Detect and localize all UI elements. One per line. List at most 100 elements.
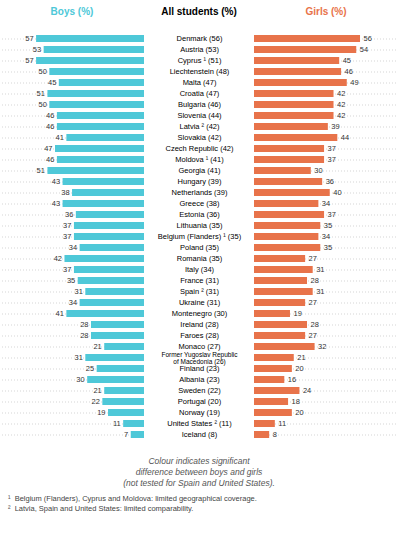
svg-text:28: 28 bbox=[80, 331, 88, 340]
svg-text:Czech Republic (42): Czech Republic (42) bbox=[166, 144, 234, 153]
svg-text:35: 35 bbox=[324, 221, 332, 230]
svg-text:41: 41 bbox=[56, 309, 64, 318]
svg-text:57: 57 bbox=[25, 56, 33, 65]
svg-text:36: 36 bbox=[65, 210, 73, 219]
svg-text:Former Yugoslav Republicof Mac: Former Yugoslav Republicof Macedonia (26… bbox=[161, 351, 238, 366]
svg-text:34: 34 bbox=[322, 199, 330, 208]
svg-text:21: 21 bbox=[93, 342, 101, 351]
svg-text:37: 37 bbox=[328, 144, 336, 153]
svg-text:50: 50 bbox=[38, 67, 46, 76]
svg-text:Sweden (22): Sweden (22) bbox=[178, 386, 221, 395]
svg-text:46: 46 bbox=[46, 155, 54, 164]
svg-text:Belgium (Flanders) ¹ (35): Belgium (Flanders) ¹ (35) bbox=[158, 232, 242, 241]
svg-text:31: 31 bbox=[316, 265, 324, 274]
svg-text:Netherlands (39): Netherlands (39) bbox=[172, 188, 228, 197]
svg-text:28: 28 bbox=[311, 276, 319, 285]
svg-text:46: 46 bbox=[345, 67, 353, 76]
svg-text:45: 45 bbox=[48, 78, 56, 87]
svg-text:8: 8 bbox=[273, 430, 277, 439]
svg-text:16: 16 bbox=[288, 375, 296, 384]
svg-text:42: 42 bbox=[337, 89, 345, 98]
svg-text:Romania (35): Romania (35) bbox=[177, 254, 223, 263]
svg-text:Poland (35): Poland (35) bbox=[180, 243, 219, 252]
svg-text:21: 21 bbox=[297, 353, 305, 362]
svg-text:43: 43 bbox=[52, 199, 60, 208]
svg-text:Greece (38): Greece (38) bbox=[179, 199, 220, 208]
svg-text:Ireland (28): Ireland (28) bbox=[180, 320, 219, 329]
svg-text:56: 56 bbox=[364, 34, 372, 43]
svg-text:Faroes (28): Faroes (28) bbox=[180, 331, 219, 340]
svg-text:Croatia (47): Croatia (47) bbox=[180, 89, 220, 98]
svg-text:31: 31 bbox=[74, 287, 82, 296]
svg-text:Ukraine (31): Ukraine (31) bbox=[179, 298, 221, 307]
svg-text:Norway (19): Norway (19) bbox=[179, 408, 220, 417]
svg-text:49: 49 bbox=[350, 78, 358, 87]
svg-text:35: 35 bbox=[324, 243, 332, 252]
svg-text:Hungary (39): Hungary (39) bbox=[178, 177, 222, 186]
svg-text:27: 27 bbox=[309, 298, 317, 307]
svg-text:Italy (34): Italy (34) bbox=[185, 265, 215, 274]
svg-text:32: 32 bbox=[318, 342, 326, 351]
svg-text:41: 41 bbox=[56, 133, 64, 142]
svg-text:20: 20 bbox=[295, 364, 303, 373]
svg-text:Montenegro (30): Montenegro (30) bbox=[172, 309, 228, 318]
svg-text:27: 27 bbox=[309, 254, 317, 263]
svg-text:53: 53 bbox=[33, 45, 41, 54]
svg-text:40: 40 bbox=[333, 188, 341, 197]
svg-text:50: 50 bbox=[38, 100, 46, 109]
svg-text:Portugal (20): Portugal (20) bbox=[178, 397, 222, 406]
svg-text:Georgia (41): Georgia (41) bbox=[178, 166, 221, 175]
svg-text:37: 37 bbox=[63, 221, 71, 230]
svg-text:45: 45 bbox=[343, 56, 351, 65]
svg-text:31: 31 bbox=[316, 287, 324, 296]
svg-text:19: 19 bbox=[293, 309, 301, 318]
svg-text:38: 38 bbox=[61, 188, 69, 197]
svg-text:42: 42 bbox=[337, 111, 345, 120]
svg-text:34: 34 bbox=[322, 232, 330, 241]
svg-text:36: 36 bbox=[326, 177, 334, 186]
svg-text:34: 34 bbox=[69, 298, 77, 307]
svg-text:30: 30 bbox=[314, 166, 322, 175]
svg-text:22: 22 bbox=[92, 397, 100, 406]
svg-text:34: 34 bbox=[69, 243, 77, 252]
svg-text:30: 30 bbox=[76, 375, 84, 384]
svg-text:11: 11 bbox=[113, 419, 121, 428]
svg-text:46: 46 bbox=[46, 111, 54, 120]
svg-text:Finland (23): Finland (23) bbox=[179, 364, 220, 373]
svg-text:35: 35 bbox=[67, 276, 75, 285]
svg-text:42: 42 bbox=[54, 254, 62, 263]
svg-text:47: 47 bbox=[44, 144, 52, 153]
svg-text:51: 51 bbox=[37, 89, 45, 98]
svg-text:54: 54 bbox=[360, 45, 368, 54]
svg-text:Denmark (56): Denmark (56) bbox=[177, 34, 223, 43]
svg-text:7: 7 bbox=[124, 430, 128, 439]
svg-text:11: 11 bbox=[278, 419, 286, 428]
svg-text:Estonia (36): Estonia (36) bbox=[179, 210, 220, 219]
svg-text:28: 28 bbox=[80, 320, 88, 329]
svg-text:Slovenia (44): Slovenia (44) bbox=[177, 111, 222, 120]
svg-text:Iceland (8): Iceland (8) bbox=[182, 430, 218, 439]
svg-text:United States ² (11): United States ² (11) bbox=[167, 419, 232, 428]
svg-text:24: 24 bbox=[303, 386, 311, 395]
svg-text:France (31): France (31) bbox=[180, 276, 219, 285]
svg-text:Moldova ¹ (41): Moldova ¹ (41) bbox=[175, 155, 224, 164]
svg-text:Slovakia (42): Slovakia (42) bbox=[178, 133, 222, 142]
svg-text:37: 37 bbox=[328, 210, 336, 219]
svg-text:Malta (47): Malta (47) bbox=[183, 78, 217, 87]
svg-text:25: 25 bbox=[86, 364, 94, 373]
svg-text:37: 37 bbox=[328, 155, 336, 164]
svg-text:Austria (53): Austria (53) bbox=[180, 45, 219, 54]
svg-text:Spain ² (31): Spain ² (31) bbox=[180, 287, 220, 296]
svg-text:27: 27 bbox=[309, 331, 317, 340]
svg-text:57: 57 bbox=[25, 34, 33, 43]
svg-text:44: 44 bbox=[341, 133, 349, 142]
svg-text:43: 43 bbox=[52, 177, 60, 186]
svg-text:21: 21 bbox=[93, 386, 101, 395]
svg-text:42: 42 bbox=[337, 100, 345, 109]
svg-text:37: 37 bbox=[63, 232, 71, 241]
svg-text:Lithuania (35): Lithuania (35) bbox=[177, 221, 223, 230]
svg-text:Latvia ² (42): Latvia ² (42) bbox=[179, 122, 220, 131]
svg-text:19: 19 bbox=[97, 408, 105, 417]
svg-text:28: 28 bbox=[311, 320, 319, 329]
svg-text:Liechtenstein (48): Liechtenstein (48) bbox=[170, 67, 230, 76]
